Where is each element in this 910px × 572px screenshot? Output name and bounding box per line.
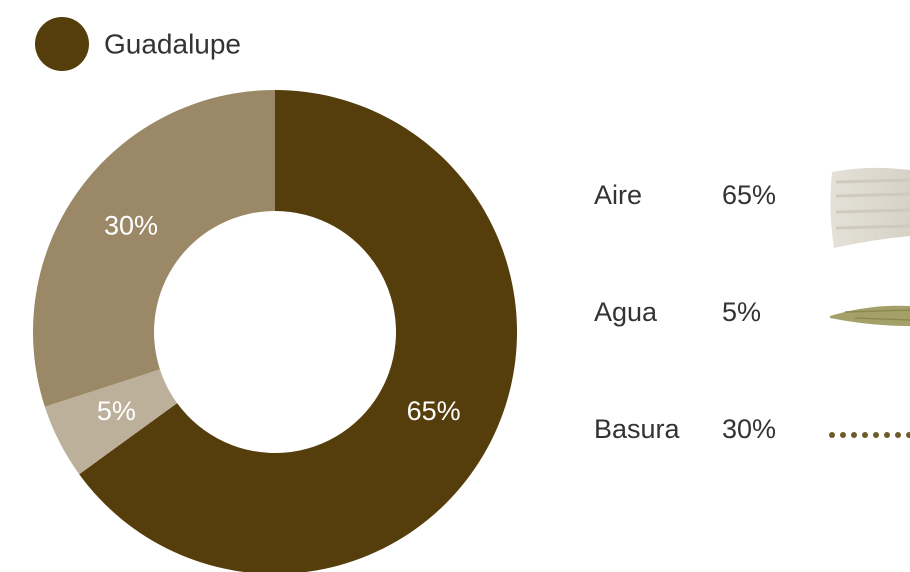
texture-agua [830, 305, 910, 326]
row-value: 65% [722, 180, 776, 210]
segment-label: 5% [97, 396, 136, 426]
row-category: Agua [594, 297, 658, 327]
donut-segment [44, 369, 178, 475]
texture-basura [829, 432, 910, 438]
legend-swatch [35, 17, 89, 71]
legend-label: Guadalupe [104, 28, 241, 59]
row-category: Aire [594, 180, 642, 210]
segment-label: 30% [104, 210, 158, 240]
donut-segment [32, 90, 275, 407]
row-category: Basura [594, 414, 681, 444]
donut-segment [79, 90, 517, 572]
segment-label: 65% [407, 396, 461, 426]
row-value: 30% [722, 414, 776, 444]
texture-aire [830, 167, 910, 248]
row-value: 5% [722, 297, 761, 327]
